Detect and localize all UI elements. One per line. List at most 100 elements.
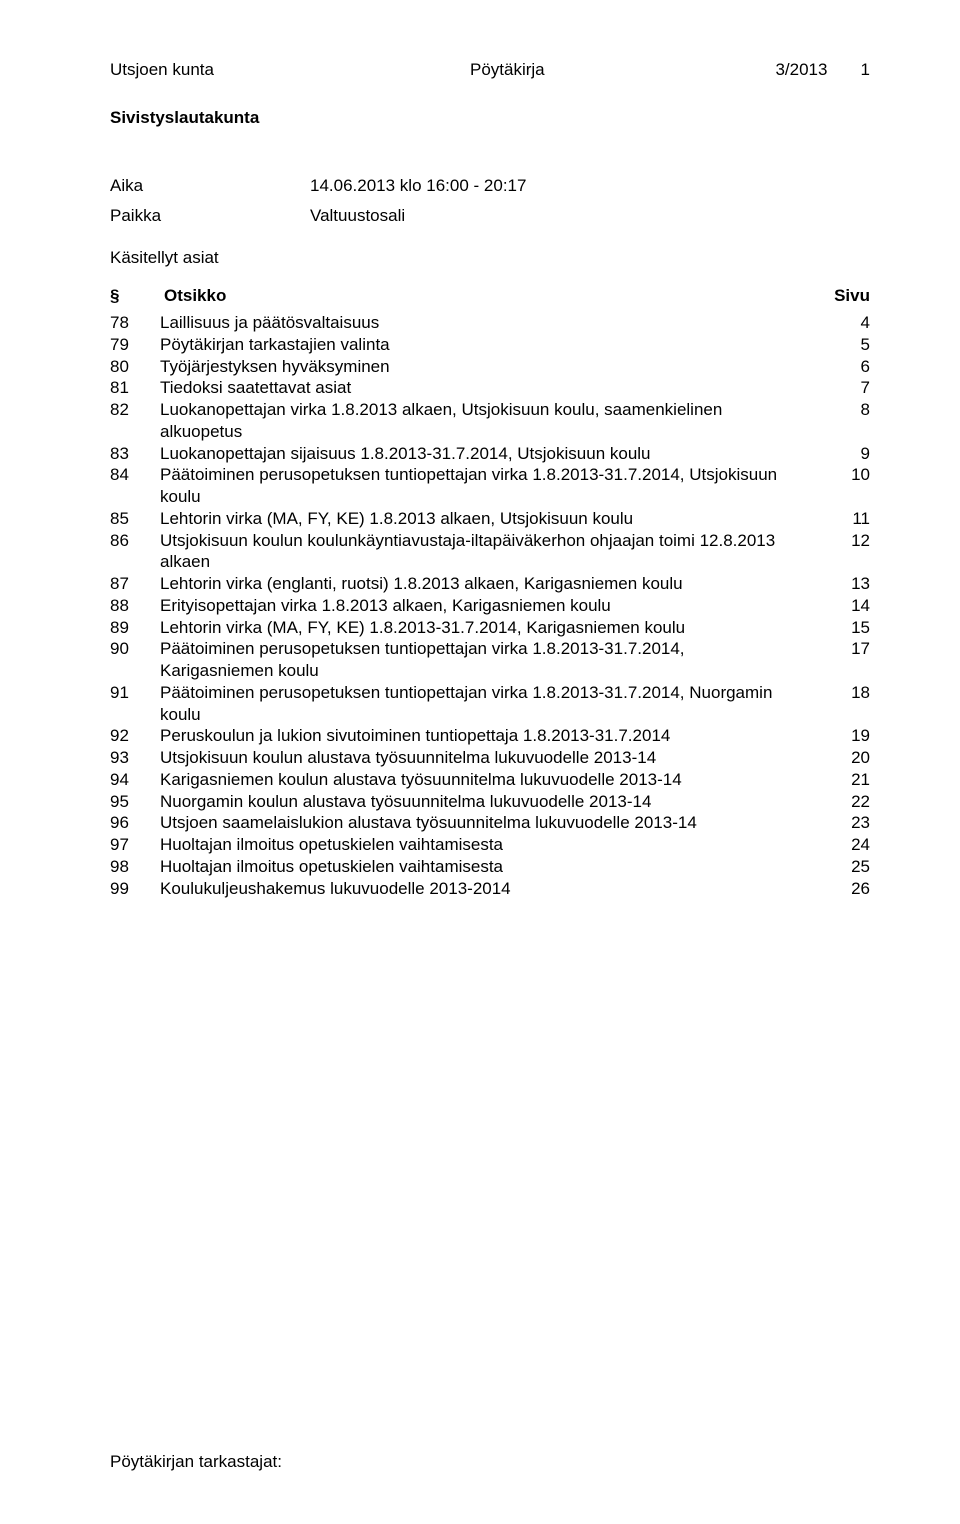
toc-item-number: 83 bbox=[110, 443, 160, 465]
meta-paikka: Paikka Valtuustosali bbox=[110, 206, 870, 226]
toc-item-page: 25 bbox=[810, 856, 870, 878]
toc-item-number: 87 bbox=[110, 573, 160, 595]
toc-item-page: 23 bbox=[810, 812, 870, 834]
toc-item-page: 26 bbox=[810, 878, 870, 900]
toc-item-title: Päätoiminen perusopetuksen tuntiopettaja… bbox=[160, 682, 810, 726]
toc-item-page: 19 bbox=[810, 725, 870, 747]
paikka-label: Paikka bbox=[110, 206, 310, 226]
toc-header: § Otsikko Sivu bbox=[110, 286, 870, 306]
toc-item-number: 79 bbox=[110, 334, 160, 356]
toc-row: 91Päätoiminen perusopetuksen tuntiopetta… bbox=[110, 682, 870, 726]
header-doc-type: Pöytäkirja bbox=[470, 60, 710, 80]
toc-body: 78Laillisuus ja päätösvaltaisuus479Pöytä… bbox=[110, 312, 870, 899]
toc-item-page: 12 bbox=[810, 530, 870, 552]
toc-item-number: 95 bbox=[110, 791, 160, 813]
toc-item-page: 17 bbox=[810, 638, 870, 660]
toc-item-page: 21 bbox=[810, 769, 870, 791]
toc-item-title: Lehtorin virka (englanti, ruotsi) 1.8.20… bbox=[160, 573, 810, 595]
toc-row: 98Huoltajan ilmoitus opetuskielen vaihta… bbox=[110, 856, 870, 878]
toc-item-page: 13 bbox=[810, 573, 870, 595]
toc-row: 89Lehtorin virka (MA, FY, KE) 1.8.2013-3… bbox=[110, 617, 870, 639]
header-row: Utsjoen kunta Pöytäkirja 3/2013 1 bbox=[110, 60, 870, 80]
header-right: 3/2013 1 bbox=[710, 60, 870, 80]
toc-row: 88Erityisopettajan virka 1.8.2013 alkaen… bbox=[110, 595, 870, 617]
footer-text: Pöytäkirjan tarkastajat: bbox=[110, 1452, 282, 1472]
toc-item-page: 6 bbox=[810, 356, 870, 378]
toc-item-title: Luokanopettajan virka 1.8.2013 alkaen, U… bbox=[160, 399, 810, 443]
meta-aika: Aika 14.06.2013 klo 16:00 - 20:17 bbox=[110, 176, 870, 196]
toc-item-title: Pöytäkirjan tarkastajien valinta bbox=[160, 334, 810, 356]
toc-header-title: Otsikko bbox=[160, 286, 810, 306]
toc-row: 95Nuorgamin koulun alustava työsuunnitel… bbox=[110, 791, 870, 813]
board-name: Sivistyslautakunta bbox=[110, 108, 870, 128]
toc-row: 81Tiedoksi saatettavat asiat7 bbox=[110, 377, 870, 399]
toc-item-title: Nuorgamin koulun alustava työsuunnitelma… bbox=[160, 791, 810, 813]
toc-item-title: Utsjokisuun koulun alustava työsuunnitel… bbox=[160, 747, 810, 769]
toc-item-number: 97 bbox=[110, 834, 160, 856]
toc-item-number: 98 bbox=[110, 856, 160, 878]
toc-item-title: Huoltajan ilmoitus opetuskielen vaihtami… bbox=[160, 834, 810, 856]
toc-item-title: Huoltajan ilmoitus opetuskielen vaihtami… bbox=[160, 856, 810, 878]
toc-item-title: Päätoiminen perusopetuksen tuntiopettaja… bbox=[160, 638, 810, 682]
toc-item-title: Koulukuljeushakemus lukuvuodelle 2013-20… bbox=[160, 878, 810, 900]
toc-item-title: Työjärjestyksen hyväksyminen bbox=[160, 356, 810, 378]
toc-item-number: 85 bbox=[110, 508, 160, 530]
toc-row: 84Päätoiminen perusopetuksen tuntiopetta… bbox=[110, 464, 870, 508]
toc-item-title: Luokanopettajan sijaisuus 1.8.2013-31.7.… bbox=[160, 443, 810, 465]
toc-item-page: 20 bbox=[810, 747, 870, 769]
toc-item-page: 4 bbox=[810, 312, 870, 334]
toc-item-title: Päätoiminen perusopetuksen tuntiopettaja… bbox=[160, 464, 810, 508]
toc-row: 85Lehtorin virka (MA, FY, KE) 1.8.2013 a… bbox=[110, 508, 870, 530]
toc-item-title: Peruskoulun ja lukion sivutoiminen tunti… bbox=[160, 725, 810, 747]
toc-item-page: 18 bbox=[810, 682, 870, 704]
toc-item-page: 15 bbox=[810, 617, 870, 639]
header-municipality: Utsjoen kunta bbox=[110, 60, 470, 80]
toc-item-number: 88 bbox=[110, 595, 160, 617]
toc-row: 80Työjärjestyksen hyväksyminen6 bbox=[110, 356, 870, 378]
toc-item-page: 9 bbox=[810, 443, 870, 465]
toc-item-title: Karigasniemen koulun alustava työsuunnit… bbox=[160, 769, 810, 791]
toc-item-number: 90 bbox=[110, 638, 160, 660]
aika-value: 14.06.2013 klo 16:00 - 20:17 bbox=[310, 176, 870, 196]
toc-row: 83Luokanopettajan sijaisuus 1.8.2013-31.… bbox=[110, 443, 870, 465]
toc-item-number: 80 bbox=[110, 356, 160, 378]
toc-item-page: 5 bbox=[810, 334, 870, 356]
toc-row: 97Huoltajan ilmoitus opetuskielen vaihta… bbox=[110, 834, 870, 856]
toc-header-page: Sivu bbox=[810, 286, 870, 306]
toc-item-number: 78 bbox=[110, 312, 160, 334]
toc-item-number: 96 bbox=[110, 812, 160, 834]
toc-item-number: 99 bbox=[110, 878, 160, 900]
toc-item-page: 8 bbox=[810, 399, 870, 421]
toc-row: 94Karigasniemen koulun alustava työsuunn… bbox=[110, 769, 870, 791]
toc-header-num: § bbox=[110, 286, 160, 306]
toc-item-title: Laillisuus ja päätösvaltaisuus bbox=[160, 312, 810, 334]
toc-row: 99Koulukuljeushakemus lukuvuodelle 2013-… bbox=[110, 878, 870, 900]
toc-item-number: 81 bbox=[110, 377, 160, 399]
toc-item-page: 14 bbox=[810, 595, 870, 617]
toc-item-number: 91 bbox=[110, 682, 160, 704]
toc-row: 79Pöytäkirjan tarkastajien valinta5 bbox=[110, 334, 870, 356]
toc-item-title: Lehtorin virka (MA, FY, KE) 1.8.2013-31.… bbox=[160, 617, 810, 639]
toc-item-number: 82 bbox=[110, 399, 160, 421]
page: Utsjoen kunta Pöytäkirja 3/2013 1 Sivist… bbox=[0, 0, 960, 1524]
toc-item-number: 89 bbox=[110, 617, 160, 639]
toc-row: 82Luokanopettajan virka 1.8.2013 alkaen,… bbox=[110, 399, 870, 443]
toc-item-title: Lehtorin virka (MA, FY, KE) 1.8.2013 alk… bbox=[160, 508, 810, 530]
toc-item-number: 86 bbox=[110, 530, 160, 552]
toc-row: 86Utsjokisuun koulun koulunkäyntiavustaj… bbox=[110, 530, 870, 574]
toc-row: 96Utsjoen saamelaislukion alustava työsu… bbox=[110, 812, 870, 834]
toc-heading: Käsitellyt asiat bbox=[110, 248, 870, 268]
toc-item-title: Utsjokisuun koulun koulunkäyntiavustaja-… bbox=[160, 530, 810, 574]
aika-label: Aika bbox=[110, 176, 310, 196]
toc-item-number: 84 bbox=[110, 464, 160, 486]
paikka-value: Valtuustosali bbox=[310, 206, 870, 226]
toc-item-page: 22 bbox=[810, 791, 870, 813]
toc-row: 92Peruskoulun ja lukion sivutoiminen tun… bbox=[110, 725, 870, 747]
toc-row: 87Lehtorin virka (englanti, ruotsi) 1.8.… bbox=[110, 573, 870, 595]
toc-item-page: 11 bbox=[810, 508, 870, 530]
toc-item-page: 7 bbox=[810, 377, 870, 399]
toc-item-title: Utsjoen saamelaislukion alustava työsuun… bbox=[160, 812, 810, 834]
toc-row: 78Laillisuus ja päätösvaltaisuus4 bbox=[110, 312, 870, 334]
header-doc-id: 3/2013 bbox=[775, 60, 827, 79]
toc-item-page: 10 bbox=[810, 464, 870, 486]
